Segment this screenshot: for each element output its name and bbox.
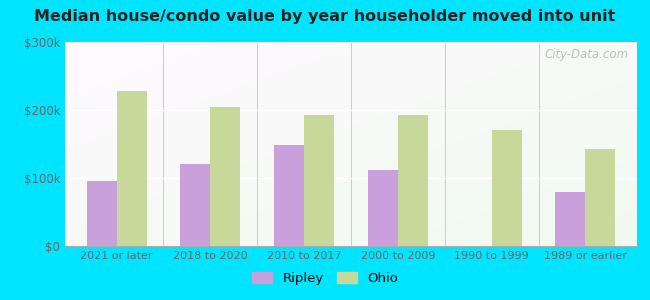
Bar xyxy=(368,170,398,246)
Bar xyxy=(304,116,334,246)
Bar xyxy=(555,192,586,246)
Bar xyxy=(491,130,522,246)
Text: Median house/condo value by year householder moved into unit: Median house/condo value by year househo… xyxy=(34,9,616,24)
Bar xyxy=(86,182,116,246)
Legend: Ripley, Ohio: Ripley, Ohio xyxy=(247,267,403,290)
Bar xyxy=(211,106,240,246)
Bar xyxy=(586,149,616,246)
Bar xyxy=(274,146,304,246)
Bar xyxy=(180,164,211,246)
Bar xyxy=(116,91,147,246)
Text: City-Data.com: City-Data.com xyxy=(544,48,629,61)
Bar xyxy=(398,116,428,246)
